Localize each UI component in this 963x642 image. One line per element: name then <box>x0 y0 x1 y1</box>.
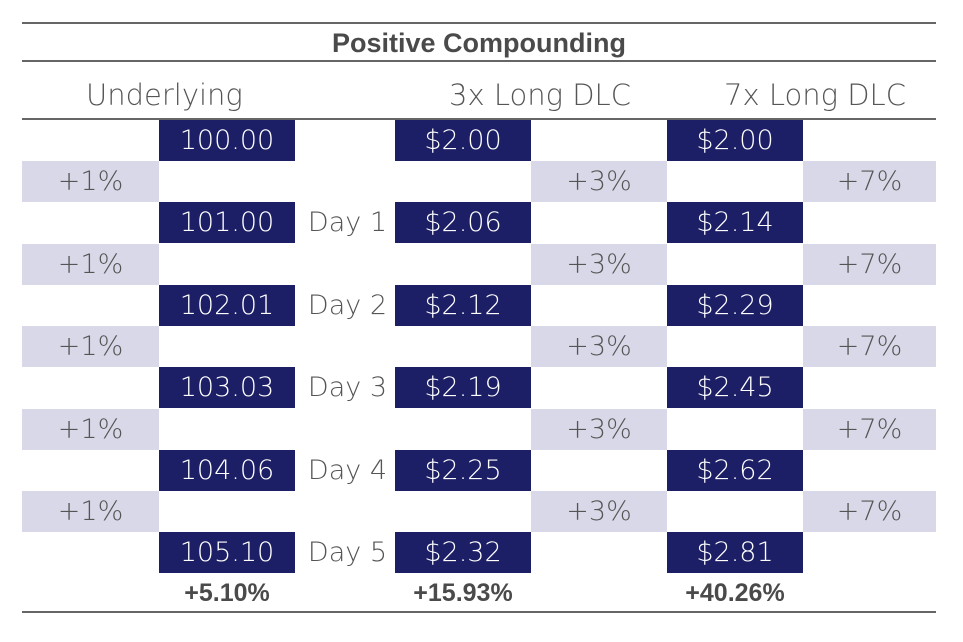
underlying-value-cell: 101.00 <box>159 202 295 243</box>
dlc7-change-cell: +7% <box>803 409 936 450</box>
dlc3-value-cell: $2.19 <box>395 367 531 408</box>
day-label: Day 2 <box>307 290 387 321</box>
underlying-value-cell: 100.00 <box>159 120 295 161</box>
dlc7-value-cell: $2.00 <box>667 120 803 161</box>
dlc7-change-cell: +7% <box>803 161 936 202</box>
dlc3-value-cell: $2.06 <box>395 202 531 243</box>
top-rule <box>22 22 936 24</box>
day-label: Day 3 <box>307 372 387 403</box>
header-3x-long-dlc: 3x Long DLC <box>449 78 631 112</box>
total-7x-long-dlc: +40.26% <box>685 579 785 607</box>
underlying-change-cell: +1% <box>22 161 159 202</box>
day-label: Day 5 <box>307 537 387 568</box>
dlc3-value-cell: $2.32 <box>395 532 531 573</box>
title-rule <box>22 60 936 62</box>
dlc3-value-cell: $2.25 <box>395 450 531 491</box>
dlc3-change-cell: +3% <box>531 491 667 532</box>
dlc3-change-cell: +3% <box>531 161 667 202</box>
dlc7-value-cell: $2.81 <box>667 532 803 573</box>
underlying-change-cell: +1% <box>22 244 159 285</box>
table-title: Positive Compounding <box>332 28 626 58</box>
underlying-value-cell: 105.10 <box>159 532 295 573</box>
header-underlying: Underlying <box>86 78 243 112</box>
day-label: Day 4 <box>307 455 387 486</box>
underlying-value-cell: 104.06 <box>159 450 295 491</box>
header-rule <box>22 118 936 120</box>
bottom-rule <box>22 611 936 613</box>
dlc3-value-cell: $2.12 <box>395 285 531 326</box>
dlc7-change-cell: +7% <box>803 244 936 285</box>
header-7x-long-dlc: 7x Long DLC <box>724 78 906 112</box>
underlying-change-cell: +1% <box>22 409 159 450</box>
dlc7-change-cell: +7% <box>803 326 936 367</box>
dlc7-value-cell: $2.14 <box>667 202 803 243</box>
dlc3-change-cell: +3% <box>531 244 667 285</box>
day-label: Day 1 <box>307 207 387 238</box>
dlc3-value-cell: $2.00 <box>395 120 531 161</box>
dlc3-change-cell: +3% <box>531 409 667 450</box>
total-3x-long-dlc: +15.93% <box>413 579 513 607</box>
dlc7-value-cell: $2.45 <box>667 367 803 408</box>
underlying-change-cell: +1% <box>22 491 159 532</box>
total-underlying: +5.10% <box>184 579 270 607</box>
underlying-change-cell: +1% <box>22 326 159 367</box>
dlc3-change-cell: +3% <box>531 326 667 367</box>
underlying-value-cell: 102.01 <box>159 285 295 326</box>
dlc7-value-cell: $2.29 <box>667 285 803 326</box>
underlying-value-cell: 103.03 <box>159 367 295 408</box>
dlc7-value-cell: $2.62 <box>667 450 803 491</box>
dlc7-change-cell: +7% <box>803 491 936 532</box>
